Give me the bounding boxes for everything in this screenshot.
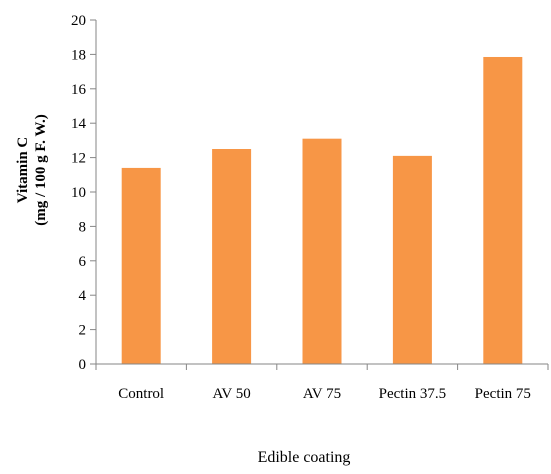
y-tick-label: 12 bbox=[71, 151, 86, 167]
y-tick-label: 0 bbox=[79, 357, 87, 373]
bar bbox=[212, 149, 252, 364]
y-tick-label: 14 bbox=[71, 116, 87, 132]
x-tick-label: Pectin 75 bbox=[475, 386, 531, 402]
y-ticks-layer: 0 2 4 6 8 10 12 14 16 18 20 bbox=[71, 13, 96, 373]
y-tick-label: 16 bbox=[71, 82, 87, 98]
y-axis-title-line2: (mg / 100 g F. W.) bbox=[33, 114, 49, 226]
bar bbox=[121, 167, 161, 364]
x-axis-title: Edible coating bbox=[258, 449, 351, 466]
y-tick-label: 18 bbox=[71, 47, 86, 63]
x-ticks-layer: Control AV 50 AV 75 Pectin 37.5 Pectin 75 bbox=[95, 364, 549, 402]
y-tick-label: 4 bbox=[79, 288, 87, 304]
y-tick-label: 10 bbox=[71, 185, 86, 201]
y-tick-label: 2 bbox=[79, 323, 87, 339]
x-tick-label: Pectin 37.5 bbox=[379, 386, 447, 402]
bars-layer bbox=[121, 56, 523, 364]
y-axis-title-line1: Vitamin C bbox=[15, 137, 31, 204]
y-tick-label: 20 bbox=[71, 13, 86, 29]
x-tick-label: AV 50 bbox=[212, 386, 250, 402]
x-tick-label: AV 75 bbox=[303, 386, 341, 402]
bar bbox=[392, 155, 432, 364]
x-tick-label: Control bbox=[118, 386, 164, 402]
bar bbox=[302, 138, 342, 364]
y-tick-label: 6 bbox=[79, 254, 87, 270]
y-tick-label: 8 bbox=[79, 219, 87, 235]
y-axis-title: Vitamin C (mg / 100 g F. W.) bbox=[15, 114, 49, 226]
bar bbox=[483, 56, 523, 364]
